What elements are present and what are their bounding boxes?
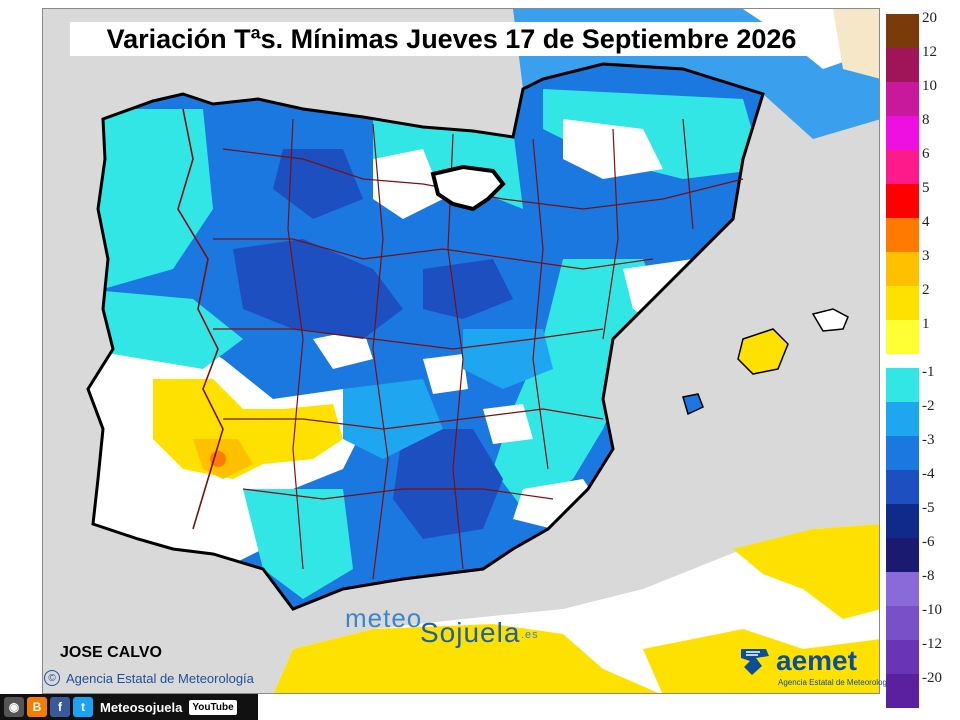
meteosojuela-watermark: meteo Sojuela .es: [345, 603, 538, 648]
legend-label: -1: [922, 364, 935, 380]
copyright-text: Agencia Estatal de Meteorología: [66, 670, 254, 686]
twitter-icon[interactable]: t: [73, 697, 93, 717]
map-canvas: [43, 9, 879, 693]
map-title: Variación Tªs. Mínimas Jueves 17 de Sept…: [70, 22, 833, 56]
legend-swatch: [886, 436, 919, 470]
ibiza-island: [682, 393, 704, 416]
legend-label: -3: [922, 432, 935, 448]
legend-swatch: [886, 320, 919, 354]
legend-label: 3: [922, 248, 930, 264]
youtube-icon[interactable]: YouTube: [189, 699, 237, 715]
legend-swatch: [886, 252, 919, 286]
legend-label: -12: [922, 636, 942, 652]
legend-swatch: [886, 572, 919, 606]
legend-label: 10: [922, 78, 937, 94]
iberia-coastline: [86, 62, 765, 611]
legend-label: -4: [922, 466, 935, 482]
watermark-part3: .es: [521, 629, 539, 641]
legend-swatch: [886, 48, 919, 82]
watermark-part2: Sojuela: [420, 617, 521, 648]
legend-label: -10: [922, 602, 942, 618]
color-legend: 20 12 10 8 6 5 4 3 2 1 -1 -2 -3 -4 -5 -6 -8 -10 -12 -20: [886, 8, 960, 708]
legend-label: 1: [922, 316, 930, 332]
legend-label: 4: [922, 214, 930, 230]
africa-warm-south: [643, 629, 879, 693]
province-lines: [213, 118, 744, 580]
la-rioja-region: [430, 164, 506, 212]
legend-label: -6: [922, 534, 935, 550]
legend-label: -20: [922, 670, 942, 686]
legend-swatch: [886, 116, 919, 150]
iberia-temperature-field: [88, 64, 763, 609]
legend-label: 5: [922, 180, 930, 196]
legend-swatch: [886, 470, 919, 504]
legend-swatch: [886, 402, 919, 436]
legend-label: 12: [922, 44, 937, 60]
social-bar: ◉ B f t Meteosojuela YouTube: [0, 694, 258, 720]
legend-swatch: [886, 218, 919, 252]
watermark-part1: meteo: [345, 603, 423, 633]
blogger-icon[interactable]: B: [27, 697, 47, 717]
menorca-island: [811, 308, 849, 332]
legend-label: 6: [922, 146, 930, 162]
legend-swatch: [886, 538, 919, 572]
legend-swatch: [886, 286, 919, 320]
legend-swatch: [886, 504, 919, 538]
mallorca-island: [737, 328, 789, 375]
legend-label: 20: [922, 10, 937, 26]
france-warm-area: [833, 9, 879, 79]
legend-label: 2: [922, 282, 930, 298]
legend-label: -5: [922, 500, 935, 516]
copyright-icon: ©: [44, 670, 60, 686]
copyright-notice: © Agencia Estatal de Meteorología: [44, 670, 254, 686]
social-handle: Meteosojuela: [100, 699, 183, 715]
portugal-border: [177, 108, 224, 530]
legend-swatch: [886, 368, 919, 402]
africa-warm-west: [273, 624, 659, 693]
facebook-icon[interactable]: f: [50, 697, 70, 717]
instagram-icon[interactable]: ◉: [4, 697, 24, 717]
legend-swatch: [886, 14, 919, 48]
legend-label: 8: [922, 112, 930, 128]
legend-swatch: [886, 606, 919, 640]
legend-swatch: [886, 150, 919, 184]
author-label: JOSE CALVO: [60, 644, 162, 661]
legend-label: -2: [922, 398, 935, 414]
legend-swatch: [886, 640, 919, 674]
aemet-logo-name: aemet: [776, 645, 857, 676]
aemet-logo: aemet Agencia Estatal de Meteorología: [738, 644, 894, 687]
map-frame: [42, 8, 880, 694]
aemet-logo-subtitle: Agencia Estatal de Meteorología: [778, 678, 894, 687]
legend-swatch: [886, 674, 919, 708]
legend-swatch: [886, 82, 919, 116]
legend-swatch: [886, 184, 919, 218]
legend-label: -8: [922, 568, 935, 584]
africa-warm-east: [733, 524, 879, 619]
aemet-logo-icon: [741, 649, 769, 675]
